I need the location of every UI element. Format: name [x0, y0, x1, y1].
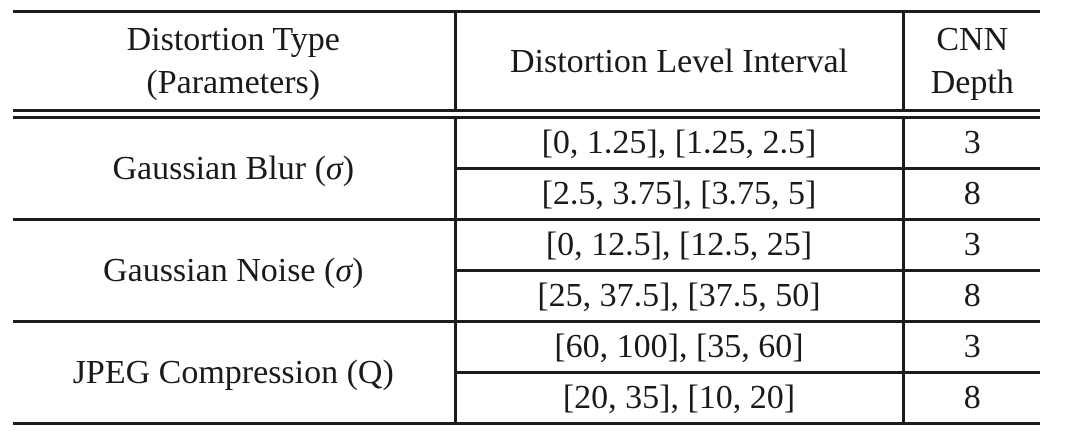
table-row: Gaussian Noise (σ) [0, 12.5], [12.5, 25]…	[13, 219, 1040, 323]
cell-cnn-depth: 8	[903, 168, 1040, 221]
header-distortion-level-interval: Distortion Level Interval	[455, 10, 905, 119]
table-row: Gaussian Blur (σ) [0, 1.25], [1.25, 2.5]…	[13, 114, 1040, 221]
type-label: Gaussian Noise (	[103, 251, 336, 289]
type-parameter-sigma: σ	[325, 149, 343, 187]
cell-interval: [20, 35], [10, 20]	[455, 372, 905, 425]
cell-interval: [25, 37.5], [37.5, 50]	[455, 270, 905, 323]
table-row: [25, 37.5], [37.5, 50] 8	[13, 270, 1040, 323]
table-row: [2.5, 3.75], [3.75, 5] 8	[13, 168, 1040, 221]
cell-interval: [0, 12.5], [12.5, 25]	[455, 219, 905, 272]
cell-distortion-type-gaussian-blur: Gaussian Blur (σ)	[13, 114, 457, 221]
cell-interval: [2.5, 3.75], [3.75, 5]	[455, 168, 905, 221]
table-row: [20, 35], [10, 20] 8	[13, 372, 1040, 425]
cell-cnn-depth: 3	[903, 219, 1040, 272]
header-distortion-type: Distortion Type (Parameters)	[13, 10, 457, 119]
table-row: JPEG Compression (Q) [60, 100], [35, 60]…	[13, 321, 1040, 425]
cell-distortion-type-jpeg-compression: JPEG Compression (Q)	[13, 321, 457, 425]
cell-cnn-depth: 8	[903, 270, 1040, 323]
type-label-suffix: )	[382, 353, 394, 391]
header-distortion-type-line2: (Parameters)	[146, 64, 321, 101]
type-parameter-sigma: σ	[335, 251, 353, 289]
header-cnn-depth-line2: Depth	[930, 64, 1014, 101]
cell-cnn-depth: 3	[903, 114, 1040, 170]
distortion-config-table: Distortion Type (Parameters) Distortion …	[13, 10, 1040, 425]
type-label: JPEG Compression (	[72, 353, 358, 391]
cell-interval: [60, 100], [35, 60]	[455, 321, 905, 374]
type-label-suffix: )	[352, 251, 364, 289]
cell-cnn-depth: 8	[903, 372, 1040, 425]
type-label-suffix: )	[342, 149, 355, 187]
header-row: Distortion Type (Parameters) Distortion …	[13, 10, 1040, 119]
header-cnn-depth: CNN Depth	[903, 10, 1040, 119]
type-label: Gaussian Blur (	[112, 149, 326, 187]
header-distortion-type-line1: Distortion Type	[126, 21, 340, 58]
cell-cnn-depth: 3	[903, 321, 1040, 374]
cell-distortion-type-gaussian-noise: Gaussian Noise (σ)	[13, 219, 457, 323]
header-cnn-depth-line1: CNN	[936, 21, 1009, 58]
type-parameter-q: Q	[357, 353, 383, 391]
cell-interval: [0, 1.25], [1.25, 2.5]	[455, 114, 905, 170]
